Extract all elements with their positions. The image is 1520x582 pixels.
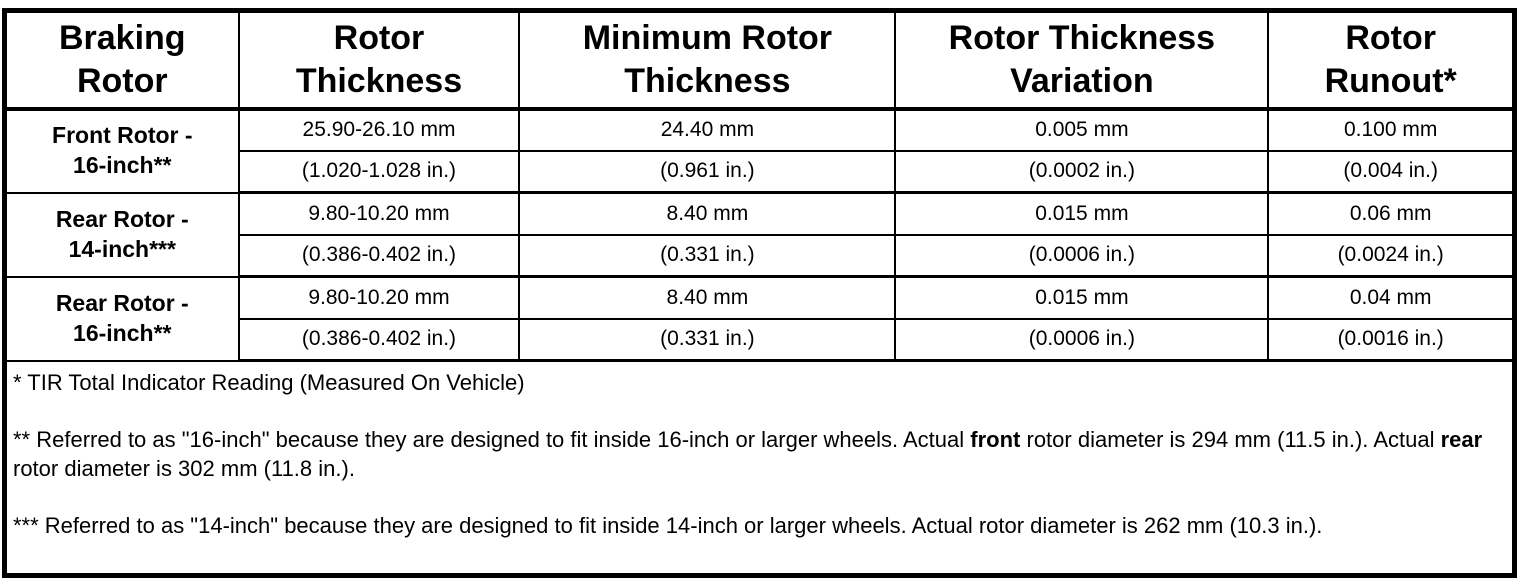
- cell-rear16-variation-mm: 0.015 mm: [894, 275, 1270, 320]
- cell-rear16-thickness-mm: 9.80-10.20 mm: [237, 275, 521, 320]
- cell-rear14-thickness-mm: 9.80-10.20 mm: [237, 191, 521, 236]
- table-row-front-16-mm: Front Rotor - 16-inch** 25.90-26.10 mm 2…: [3, 107, 1516, 194]
- cell-rear16-thickness-in: (0.386-0.402 in.): [237, 317, 521, 362]
- cell-front16-thickness-in: (1.020-1.028 in.): [237, 149, 521, 194]
- cell-front16-runout-mm: 0.100 mm: [1267, 107, 1516, 152]
- col-header-rotor-thickness-variation: Rotor Thickness Variation: [894, 9, 1270, 111]
- footnote-14-inch: *** Referred to as "14-inch" because the…: [13, 513, 1323, 539]
- cell-rear14-variation-in: (0.0006 in.): [894, 233, 1270, 278]
- footnote-16-bold-rear: rear: [1440, 427, 1483, 453]
- cell-front16-variation-in: (0.0002 in.): [894, 149, 1270, 194]
- cell-rear14-min-thickness-in: (0.331 in.): [518, 233, 897, 278]
- col-header-rotor-thickness: Rotor Thickness: [237, 9, 521, 111]
- row-label-front-rotor-16: Front Rotor - 16-inch**: [3, 107, 240, 194]
- col-header-minimum-rotor-thickness: Minimum Rotor Thickness: [518, 9, 897, 111]
- table-row-rear-14-in: (0.386-0.402 in.) (0.331 in.) (0.0006 in…: [5, 233, 1516, 278]
- cell-rear16-runout-in: (0.0016 in.): [1267, 317, 1516, 362]
- header-row: Braking Rotor Rotor Thickness Minimum Ro…: [3, 9, 1516, 111]
- cell-rear16-variation-in: (0.0006 in.): [894, 317, 1270, 362]
- brake-rotor-spec-table: Braking Rotor Rotor Thickness Minimum Ro…: [2, 8, 1517, 578]
- footnote-16-text-3: rotor diameter is 302 mm (11.8 in.).: [13, 456, 355, 482]
- table-row-rear-14-mm: Rear Rotor - 14-inch*** 9.80-10.20 mm 8.…: [3, 191, 1516, 278]
- cell-rear14-variation-mm: 0.015 mm: [894, 191, 1270, 236]
- footnote-16-inch: ** Referred to as "16-inch" because they…: [13, 425, 1502, 483]
- cell-front16-thickness-mm: 25.90-26.10 mm: [237, 107, 521, 152]
- cell-rear16-runout-mm: 0.04 mm: [1267, 275, 1516, 320]
- col-header-braking-rotor: Braking Rotor: [3, 9, 240, 111]
- table-row-front-16-in: (1.020-1.028 in.) (0.961 in.) (0.0002 in…: [5, 149, 1516, 194]
- footnote-16-bold-front: front: [970, 427, 1021, 453]
- col-header-rotor-runout: Rotor Runout*: [1267, 9, 1516, 111]
- footnote-16-text-1: ** Referred to as "16-inch" because they…: [13, 427, 971, 453]
- footnotes: * TIR Total Indicator Reading (Measured …: [3, 359, 1516, 577]
- table-row-rear-16-in: (0.386-0.402 in.) (0.331 in.) (0.0006 in…: [5, 317, 1516, 362]
- cell-front16-variation-mm: 0.005 mm: [894, 107, 1270, 152]
- cell-front16-min-thickness-mm: 24.40 mm: [518, 107, 897, 152]
- cell-rear14-min-thickness-mm: 8.40 mm: [518, 191, 897, 236]
- cell-rear16-min-thickness-mm: 8.40 mm: [518, 275, 897, 320]
- cell-front16-runout-in: (0.004 in.): [1267, 149, 1516, 194]
- row-label-rear-rotor-14: Rear Rotor - 14-inch***: [3, 191, 240, 278]
- row-label-rear-rotor-16: Rear Rotor - 16-inch**: [3, 275, 240, 362]
- cell-rear14-runout-mm: 0.06 mm: [1267, 191, 1516, 236]
- table-row-rear-16-mm: Rear Rotor - 16-inch** 9.80-10.20 mm 8.4…: [3, 275, 1516, 362]
- cell-rear16-min-thickness-in: (0.331 in.): [518, 317, 897, 362]
- footnotes-row: * TIR Total Indicator Reading (Measured …: [3, 359, 1516, 577]
- cell-rear14-thickness-in: (0.386-0.402 in.): [237, 233, 521, 278]
- footnote-tir: * TIR Total Indicator Reading (Measured …: [13, 370, 525, 395]
- cell-front16-min-thickness-in: (0.961 in.): [518, 149, 897, 194]
- footnote-16-text-2: rotor diameter is 294 mm (11.5 in.). Act…: [1020, 427, 1441, 453]
- cell-rear14-runout-in: (0.0024 in.): [1267, 233, 1516, 278]
